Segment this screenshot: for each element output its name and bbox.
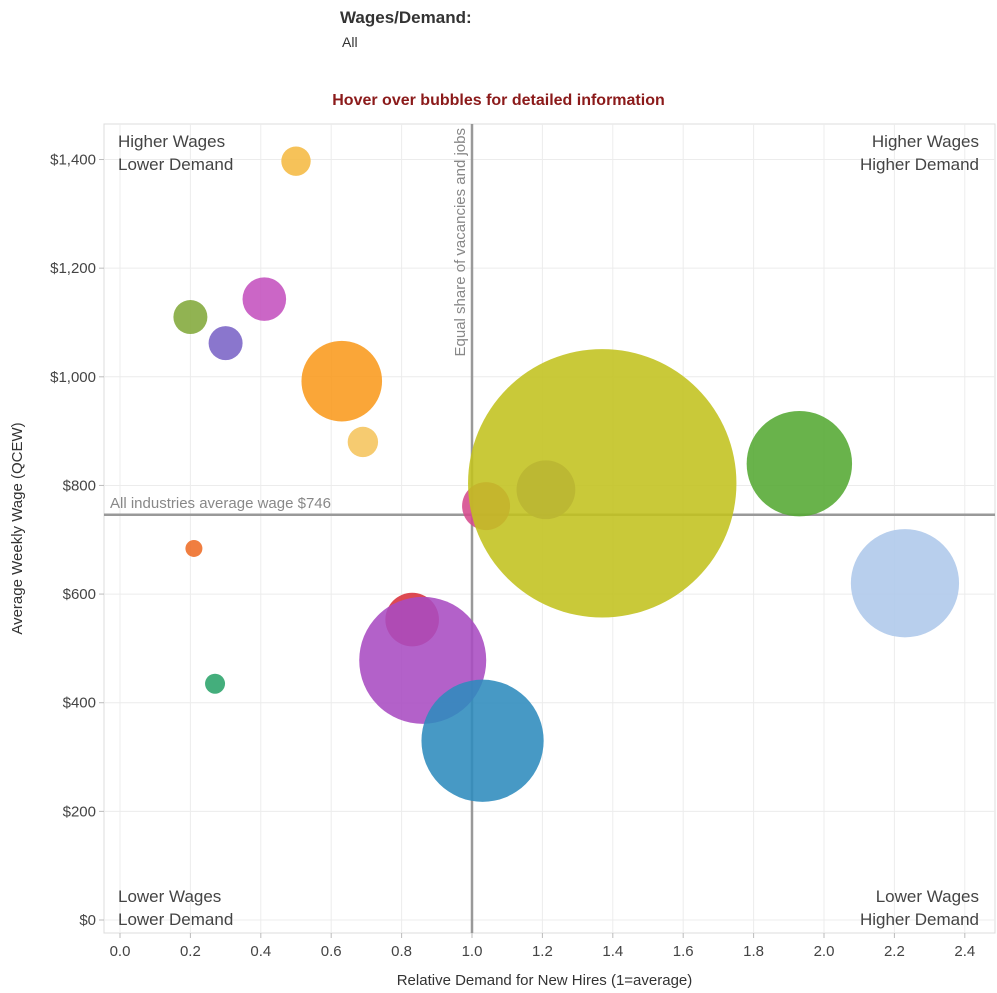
x-tick-label: 0.4 [250, 943, 271, 960]
quadrant-label-bottom-left: Lower Demand [118, 910, 233, 929]
avg-wage-label: All industries average wage $746 [110, 495, 331, 512]
bubble[interactable] [850, 529, 960, 638]
filter-value[interactable]: All [342, 34, 358, 50]
bubble[interactable] [281, 146, 311, 176]
x-tick-label: 0.2 [180, 943, 201, 960]
grid [104, 124, 995, 933]
bubble[interactable] [205, 673, 226, 694]
quadrant-label-bottom-right: Lower Wages [876, 887, 979, 906]
y-tick-label: $600 [63, 586, 96, 603]
y-tick-label: $1,000 [50, 369, 96, 386]
axes: 0.0 0.2 0.4 0.6 0.8 1.0 1.2 1.4 1.6 1.8 2.0 2.2 2.4 $… [50, 152, 975, 960]
bubble[interactable] [208, 326, 243, 361]
x-tick-label: 2.0 [814, 943, 835, 960]
quadrant-label-bottom-right: Higher Demand [860, 910, 979, 929]
bubbles [173, 146, 960, 802]
x-axis-title: Relative Demand for New Hires (1=average… [397, 972, 693, 989]
bubble[interactable] [242, 277, 287, 321]
x-tick-label: 1.0 [462, 943, 483, 960]
x-tick-label: 2.2 [884, 943, 905, 960]
quadrant-label-top-right: Higher Wages [872, 132, 979, 151]
bubble[interactable] [185, 539, 203, 557]
x-tick-label: 0.8 [391, 943, 412, 960]
y-tick-label: $400 [63, 695, 96, 712]
x-tick-label: 1.6 [673, 943, 694, 960]
bubble[interactable] [173, 300, 208, 335]
x-tick-label: 0.0 [110, 943, 131, 960]
filter-label: Wages/Demand: [340, 8, 472, 27]
quadrant-label-top-left: Higher Wages [118, 132, 225, 151]
x-tick-label: 0.6 [321, 943, 342, 960]
bubble[interactable] [421, 679, 544, 802]
x-tick-label: 2.4 [954, 943, 975, 960]
x-tick-label: 1.4 [602, 943, 623, 960]
quadrant-label-bottom-left: Lower Wages [118, 887, 221, 906]
bubble[interactable] [347, 426, 379, 458]
bubble[interactable] [301, 340, 383, 422]
hover-hint: Hover over bubbles for detailed informat… [332, 92, 665, 109]
y-tick-label: $1,200 [50, 260, 96, 277]
quadrant-label-top-right: Higher Demand [860, 155, 979, 174]
y-axis-title: Average Weekly Wage (QCEW) [9, 422, 26, 634]
quadrant-labels: Higher Wages Lower Demand Higher Wages High… [118, 132, 979, 929]
y-tick-label: $0 [79, 912, 96, 929]
equal-share-label: Equal share of vacancies and jobs [452, 128, 469, 356]
y-tick-label: $800 [63, 477, 96, 494]
y-tick-label: $1,400 [50, 152, 96, 169]
x-tick-label: 1.8 [743, 943, 764, 960]
quadrant-label-top-left: Lower Demand [118, 155, 233, 174]
bubble[interactable] [468, 349, 737, 618]
x-tick-label: 1.2 [532, 943, 553, 960]
y-tick-label: $200 [63, 803, 96, 820]
bubble[interactable] [746, 411, 853, 517]
